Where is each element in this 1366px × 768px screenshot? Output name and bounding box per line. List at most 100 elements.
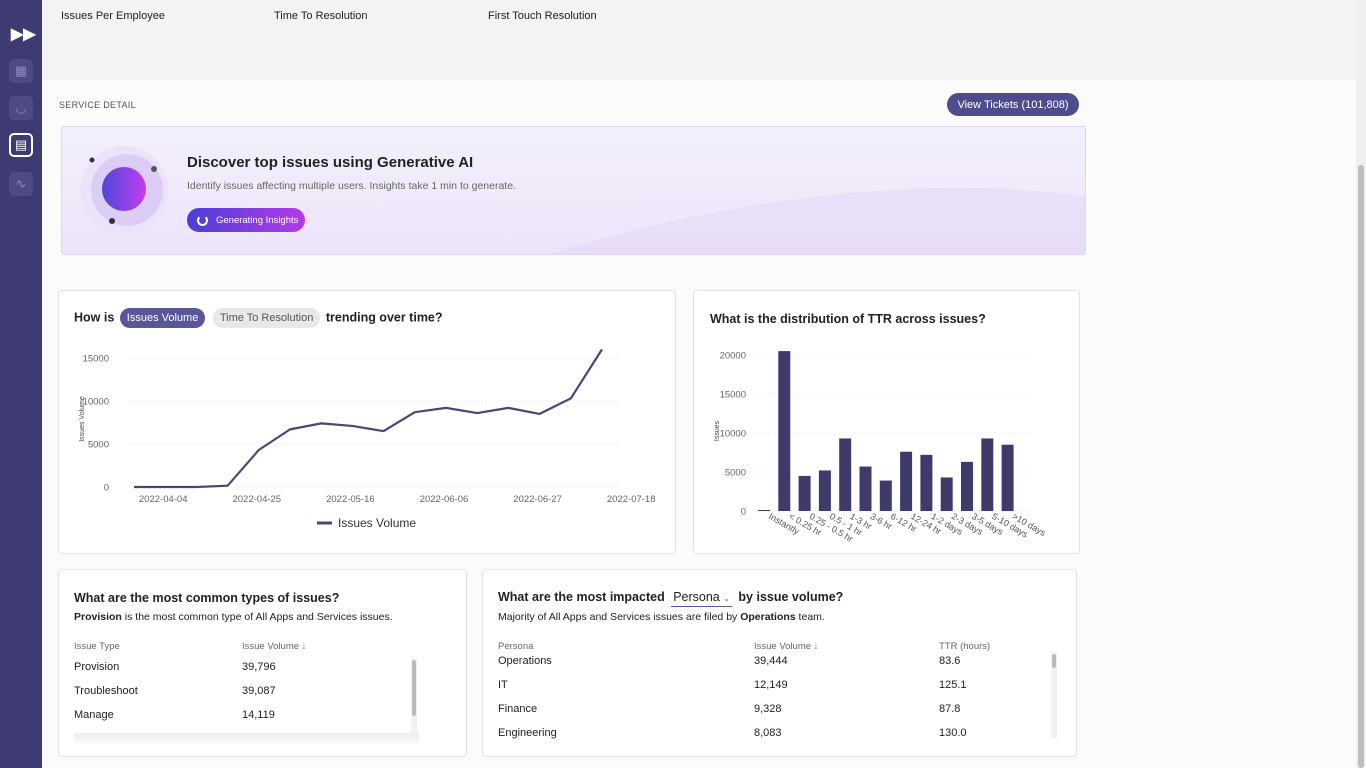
generating-label: Generating Insights (216, 214, 299, 226)
trend-prefix: How is (74, 310, 115, 325)
view-tickets-button[interactable]: View Tickets (101,808) (947, 93, 1079, 116)
trend-question: How is Issues Volume Time To Resolution … (74, 308, 443, 328)
summary-pre: Majority of All Apps and Services issues… (498, 611, 741, 623)
bar (778, 351, 791, 511)
expand-icon[interactable]: ▶▶ (11, 26, 36, 43)
bar (920, 454, 933, 511)
col-issue-volume[interactable]: Issue Volume ↓ (242, 641, 307, 652)
type-volume: 39,087 (242, 685, 276, 697)
x-tick-label: 2022-05-16 (326, 494, 375, 505)
issues-volume-line (134, 348, 603, 489)
persona-name: IT (498, 679, 508, 691)
scrollbar-thumb[interactable] (1358, 165, 1364, 768)
types-scrollbar[interactable] (411, 658, 417, 738)
persona-dropdown[interactable]: Persona ⌄ (671, 590, 732, 607)
col-persona[interactable]: Persona (498, 641, 534, 652)
summary-rest: is the most common type of All Apps and … (121, 611, 393, 623)
trend-icon[interactable]: ∿ (9, 172, 33, 196)
x-tick-label: 3-6 hr (869, 511, 894, 531)
scroll-thumb[interactable] (1052, 654, 1056, 668)
bar (981, 438, 994, 511)
persona-ttr: 130.0 (939, 727, 967, 739)
bar (839, 438, 852, 511)
persona-volume: 39,444 (754, 655, 788, 667)
types-summary: Provision is the most common type of All… (74, 611, 393, 623)
persona-name: Operations (498, 655, 552, 667)
banner-subtitle: Identify issues affecting multiple users… (187, 180, 516, 192)
dropdown-value: Persona (673, 590, 720, 604)
x-tick-label: 2022-04-04 (139, 494, 188, 505)
section-title: SERVICE DETAIL (59, 100, 136, 110)
bar (798, 475, 811, 511)
kpi-time-to-resolution[interactable]: Time To Resolution (274, 10, 368, 22)
col-issue-type[interactable]: Issue Type (74, 641, 120, 652)
persona-volume: 8,083 (754, 727, 782, 739)
banner-wave (548, 187, 1085, 254)
summary-bold: Operations (740, 611, 796, 623)
page-scrollbar[interactable] (1356, 0, 1366, 768)
bar (879, 480, 892, 511)
kpi-issues-per-employee[interactable]: Issues Per Employee (61, 10, 165, 22)
gauge-icon[interactable]: ◡ (9, 96, 33, 120)
y-axis-label: Issues (714, 420, 721, 441)
chevron-down-icon: ⌄ (723, 594, 730, 603)
type-volume: 39,796 (242, 661, 276, 673)
y-tick-label: 15000 (83, 354, 109, 365)
table-fade (74, 733, 419, 743)
persona-name: Finance (498, 703, 538, 715)
x-tick-label: 2022-07-18 (607, 494, 656, 505)
col-ttr[interactable]: TTR (hours) (939, 641, 991, 652)
bar (961, 461, 973, 511)
persona-summary: Majority of All Apps and Services issues… (498, 611, 825, 623)
col-issue-volume[interactable]: Issue Volume ↓ (754, 641, 819, 652)
issues-volume-line-chart: 0 5000 10000 15000 Issues Volume 2022-04-04 20… (79, 348, 656, 530)
bar (940, 477, 953, 511)
ttr-distribution-card: What is the distribution of TTR across i… (693, 290, 1080, 554)
banner-title: Discover top issues using Generative AI (187, 154, 474, 171)
x-tick-label: 2022-04-25 (232, 494, 281, 505)
bar (900, 451, 913, 511)
type-volume: 14,119 (242, 709, 275, 721)
persona-suffix: by issue volume? (738, 590, 844, 604)
persona-volume: 9,328 (754, 703, 782, 715)
ai-insights-banner: Discover top issues using Generative AI … (61, 126, 1086, 255)
persona-name: Engineering (498, 727, 557, 739)
types-title: What are the most common types of issues… (74, 591, 340, 605)
summary-post: team. (795, 611, 825, 623)
y-tick-label: 20000 (720, 351, 746, 362)
persona-ttr: 87.8 (939, 703, 961, 715)
persona-question: What are the most impacted Persona ⌄ by … (498, 590, 844, 607)
dashboard-icon[interactable]: ▤ (9, 133, 33, 157)
bar (818, 470, 831, 511)
ttr-title: What is the distribution of TTR across i… (710, 312, 986, 326)
scroll-thumb[interactable] (412, 660, 416, 716)
persona-scrollbar[interactable] (1051, 652, 1057, 738)
type-name: Troubleshoot (74, 685, 138, 697)
bar (1001, 444, 1014, 511)
generating-insights-button[interactable]: Generating Insights (187, 208, 305, 232)
bar (758, 510, 770, 511)
issue-types-card: What are the most common types of issues… (58, 569, 467, 757)
trend-suffix: trending over time? (325, 310, 443, 325)
persona-card: What are the most impacted Persona ⌄ by … (482, 569, 1077, 757)
y-axis-label: Issues Volume (79, 396, 86, 442)
summary-bold: Provision (74, 611, 122, 623)
y-tick-label: 15000 (720, 390, 746, 401)
bar (859, 466, 872, 511)
y-tick-label: 5000 (725, 468, 746, 479)
grid-icon[interactable]: ▦ (9, 59, 33, 83)
toggle-time-to-resolution[interactable]: Time To Resolution (212, 308, 321, 328)
kpi-bar: Issues Per Employee Time To Resolution F… (42, 0, 1356, 80)
type-name: Manage (74, 709, 114, 721)
kpi-first-touch-resolution[interactable]: First Touch Resolution (488, 10, 597, 22)
x-tick-label: 2022-06-27 (513, 494, 562, 505)
persona-prefix: What are the most impacted (498, 590, 665, 604)
persona-ttr: 125.1 (939, 679, 967, 691)
y-tick-label: 10000 (83, 397, 109, 408)
sidebar: ▶▶ ▦ ◡ ▤ ∿ (0, 0, 42, 768)
toggle-issues-volume[interactable]: Issues Volume (119, 308, 206, 328)
legend-label: Issues Volume (338, 516, 416, 530)
persona-volume: 12,149 (754, 679, 788, 691)
ai-orb-icon (80, 146, 168, 234)
